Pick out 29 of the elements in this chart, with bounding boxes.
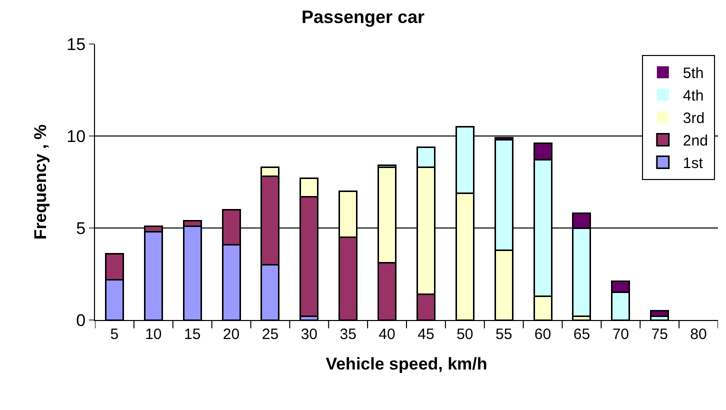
x-tick-label: 20 [222, 326, 240, 343]
x-tick-label: 60 [534, 326, 552, 343]
legend-label: 5th [682, 65, 704, 82]
bar [650, 310, 670, 318]
y-tick-label: 5 [76, 218, 86, 238]
x-tick-label: 5 [110, 326, 119, 343]
y-tick-label: 15 [66, 34, 86, 54]
x-axis-title: Vehicle speed, km/h [326, 354, 488, 374]
x-tick-label: 55 [495, 326, 512, 343]
legend-label: 4th [682, 88, 704, 105]
legend-label: 1st [682, 155, 704, 172]
x-tick-label: 50 [456, 326, 474, 343]
x-tick-label: 75 [651, 326, 668, 343]
y-tick-label: 10 [66, 126, 86, 146]
x-tick-label: 40 [378, 326, 396, 343]
x-tick-label: 65 [573, 326, 590, 343]
x-tick-label: 10 [145, 326, 162, 343]
x-tick-label: 25 [262, 326, 279, 343]
x-tick-label: 80 [690, 326, 707, 343]
x-tick-label: 30 [300, 326, 318, 343]
x-tick-label: 70 [612, 326, 630, 343]
x-tick-label: 45 [418, 326, 434, 343]
x-tick-label: 15 [184, 326, 201, 343]
x-tick-label: 35 [340, 326, 356, 343]
y-axis-title: Frequency , % [31, 124, 50, 240]
legend-label: 2nd [682, 132, 708, 150]
chart-title: Passenger car [301, 6, 425, 27]
legend-label: 3rd [682, 110, 705, 128]
y-tick-label: 0 [76, 310, 86, 330]
